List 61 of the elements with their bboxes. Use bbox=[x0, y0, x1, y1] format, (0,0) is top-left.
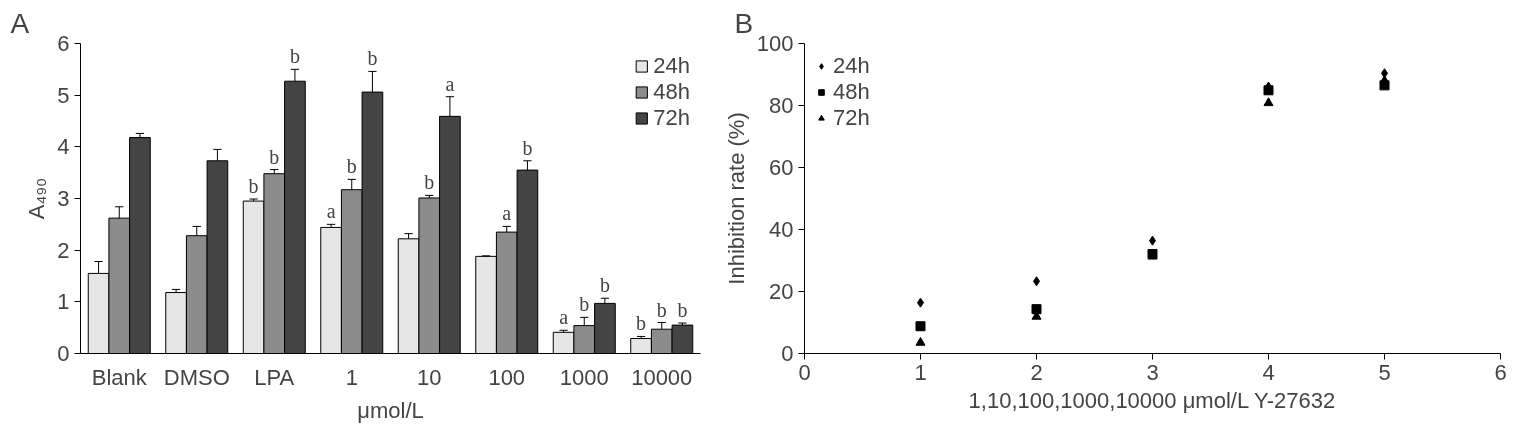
legend-label: 72h bbox=[653, 105, 690, 131]
data-label: b bbox=[269, 145, 280, 168]
x-tick-label: 5 bbox=[1378, 359, 1391, 385]
y-tick-label: 2 bbox=[57, 237, 70, 263]
point bbox=[1263, 97, 1274, 107]
y-tick-label: 4 bbox=[57, 134, 70, 160]
y-tick-label: 3 bbox=[57, 186, 70, 211]
data-label: a bbox=[559, 306, 569, 329]
x-axis-title: 1,10,100,1000,10000 μmol/L Y-27632 bbox=[968, 387, 1336, 413]
y-tick-label: 100 bbox=[756, 31, 794, 56]
x-tick-label: 10000 bbox=[631, 364, 693, 390]
y-tick-label: 20 bbox=[769, 279, 794, 304]
x-tick-label: 6 bbox=[1494, 359, 1507, 385]
x-tick-label: 4 bbox=[1262, 359, 1275, 385]
x-tick-label: 0 bbox=[798, 359, 811, 385]
y-tick-label: 80 bbox=[769, 93, 794, 118]
legend-label: 72h bbox=[833, 105, 870, 131]
data-label: b bbox=[522, 136, 533, 159]
data-label: b bbox=[677, 299, 688, 322]
y-tick-label: 40 bbox=[769, 217, 794, 242]
data-label: b bbox=[579, 293, 590, 316]
x-tick-label: DMSO bbox=[163, 364, 230, 390]
point bbox=[1379, 80, 1390, 91]
data-label: b bbox=[424, 171, 435, 194]
y-tick-label: 6 bbox=[57, 31, 70, 56]
data-label: a bbox=[326, 200, 336, 223]
data-label: b bbox=[599, 274, 610, 297]
x-tick-label: 3 bbox=[1146, 359, 1159, 385]
data-label: a bbox=[445, 72, 455, 95]
x-tick-label: 1 bbox=[345, 364, 358, 390]
x-tick-label: LPA bbox=[254, 364, 295, 390]
legend-label: 48h bbox=[833, 79, 870, 105]
point bbox=[915, 336, 926, 346]
y-axis-title: Inhibition rate (%) bbox=[723, 112, 749, 285]
x-tick-label: 1 bbox=[914, 359, 927, 385]
x-tick-label: Blank bbox=[91, 364, 148, 390]
data-label: b bbox=[248, 175, 259, 198]
y-axis-title: A₄₉₀ bbox=[24, 177, 50, 220]
y-tick-label: 5 bbox=[57, 82, 70, 108]
x-tick-label: 10 bbox=[417, 364, 442, 390]
chart-title: A bbox=[10, 7, 30, 39]
data-label: b bbox=[346, 155, 357, 178]
y-tick-label: 0 bbox=[57, 341, 70, 366]
data-label: a bbox=[502, 202, 512, 225]
point bbox=[1031, 304, 1042, 315]
data-label: b bbox=[636, 312, 647, 335]
data-label: b bbox=[289, 45, 300, 68]
data-label: b bbox=[367, 47, 378, 70]
chart-title: B bbox=[734, 7, 754, 39]
data-label: b bbox=[656, 298, 667, 321]
x-axis-title: μmol/L bbox=[357, 397, 424, 423]
x-tick-label: 100 bbox=[488, 364, 526, 390]
y-tick-label: 0 bbox=[781, 341, 794, 366]
x-tick-label: 2 bbox=[1030, 359, 1043, 385]
legend-label: 48h bbox=[653, 79, 690, 105]
point bbox=[915, 321, 926, 332]
y-tick-label: 1 bbox=[57, 289, 70, 315]
x-tick-label: 1000 bbox=[559, 364, 609, 390]
y-tick-label: 60 bbox=[769, 155, 794, 180]
legend-label: 24h bbox=[833, 53, 870, 79]
legend-label: 24h bbox=[653, 53, 690, 79]
